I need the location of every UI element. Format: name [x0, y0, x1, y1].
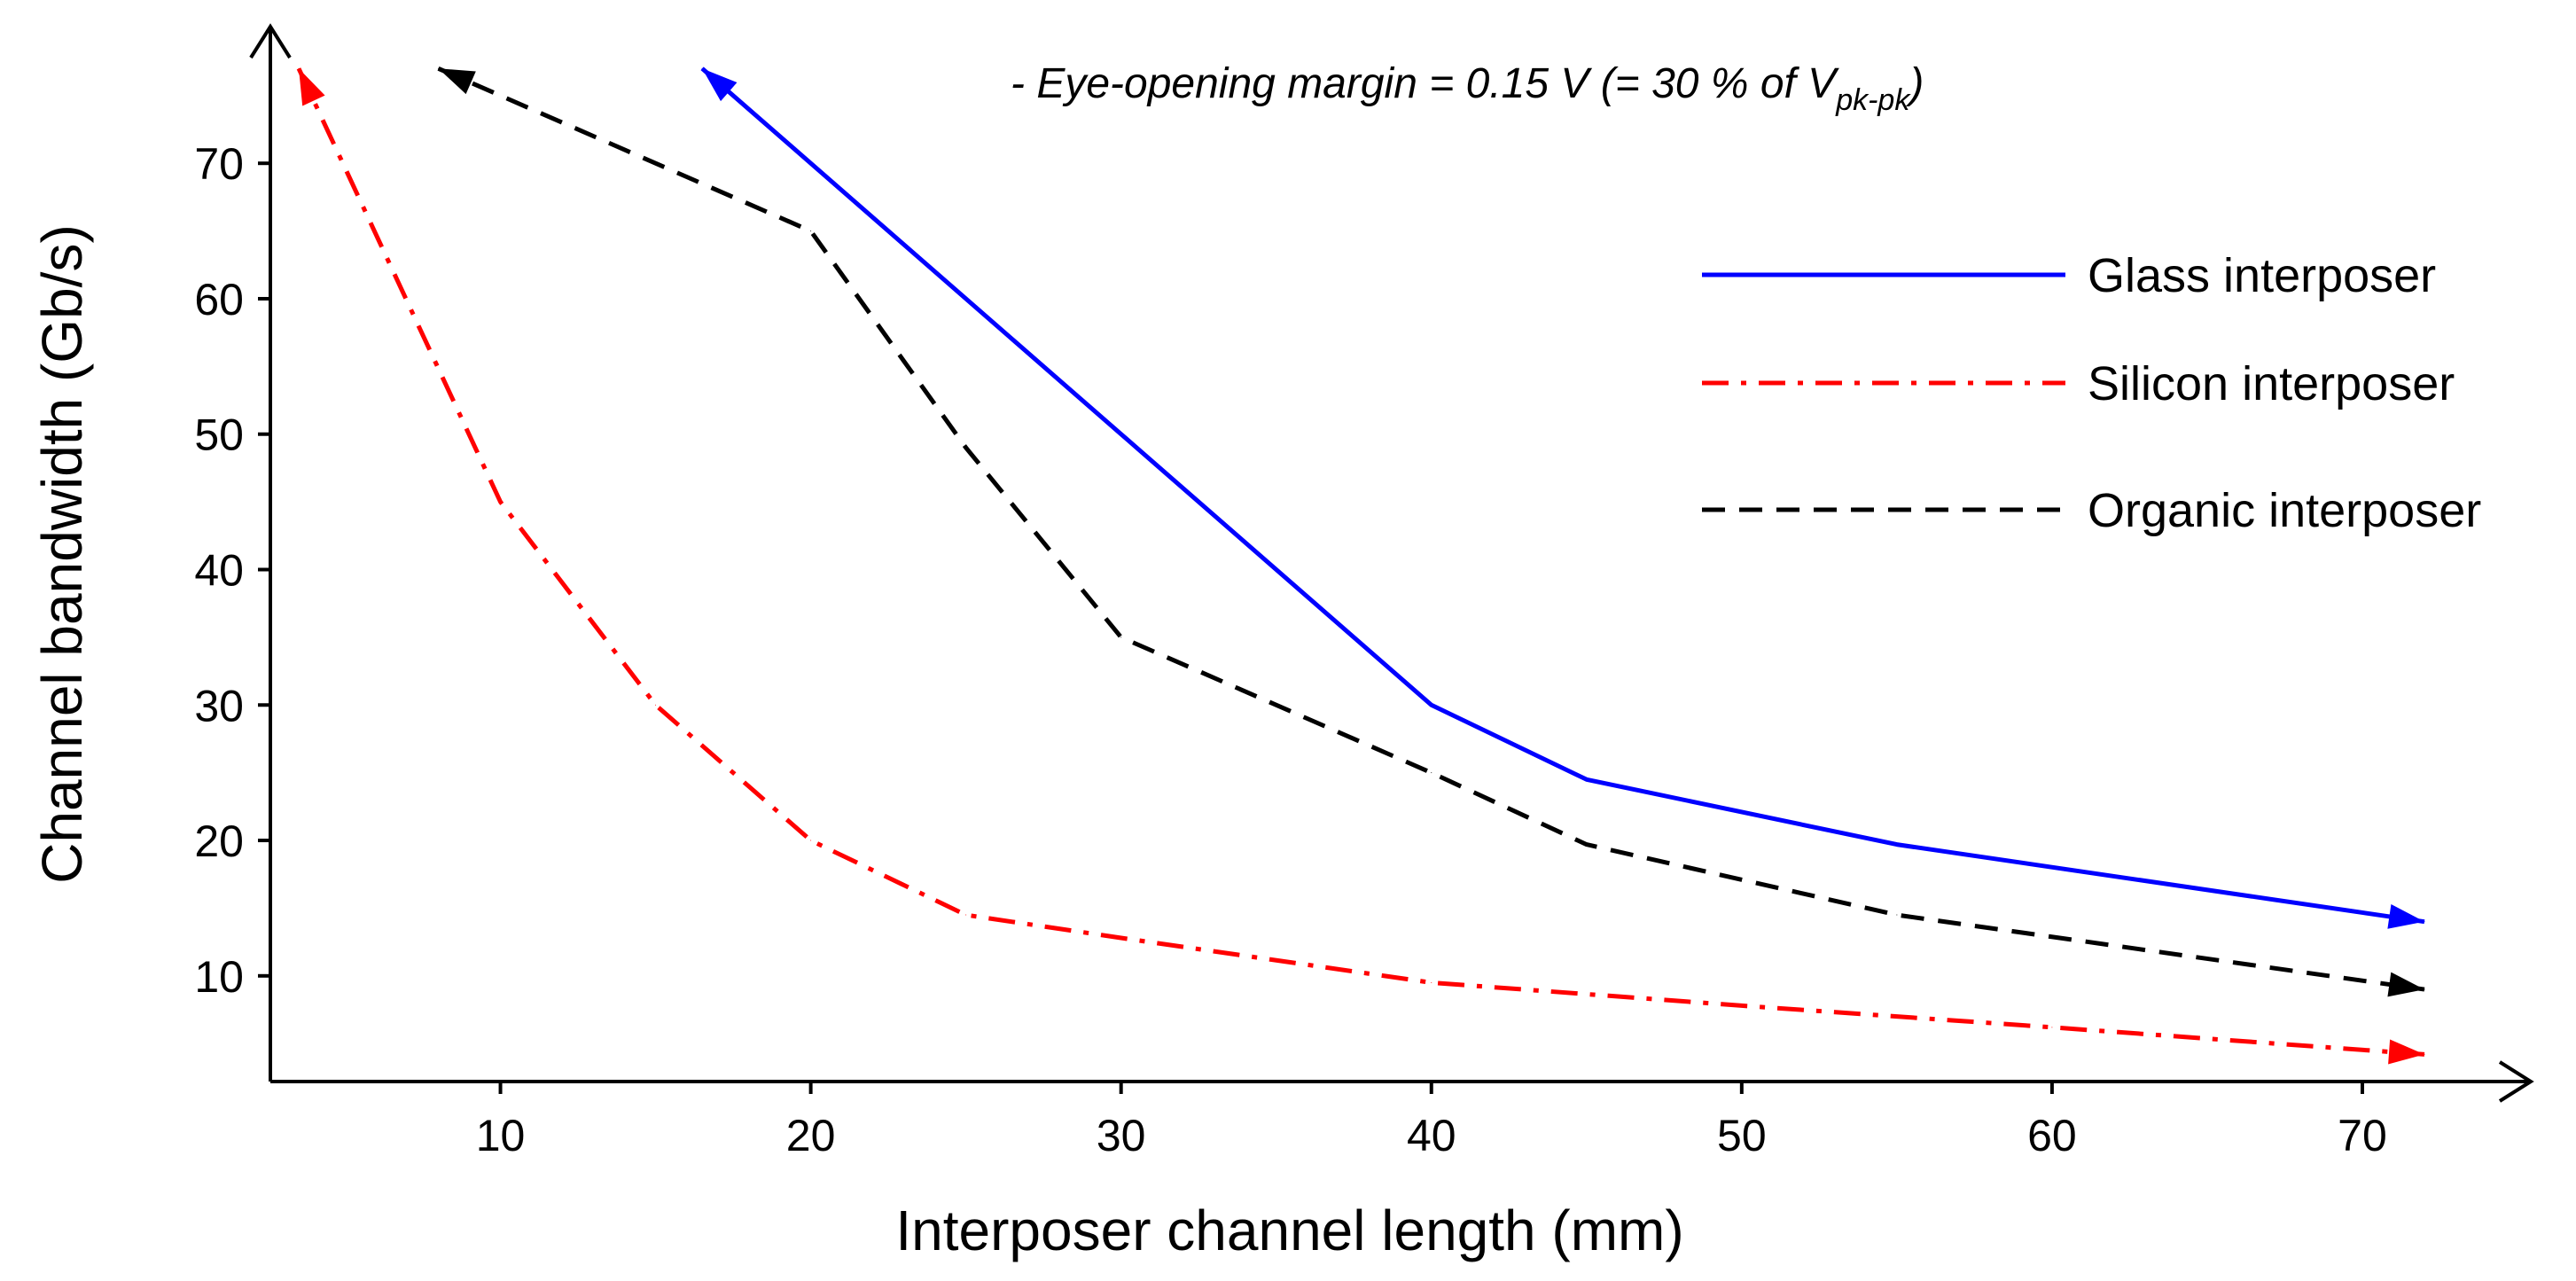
y-tick-label: 60 [194, 275, 244, 324]
legend-label: Glass interposer [2088, 249, 2436, 302]
data-point [655, 704, 657, 706]
series-arrow-start [438, 68, 476, 95]
y-tick-label: 30 [194, 681, 244, 730]
legend-item-silicon-interposer: Silicon interposer [1702, 357, 2455, 410]
legend-item-glass-interposer: Glass interposer [1702, 249, 2436, 302]
series-glass-interposer [700, 66, 2425, 929]
data-point [1586, 778, 1588, 780]
series-arrow-end [2388, 1039, 2424, 1065]
annotation-subscript: pk-pk [1835, 83, 1911, 117]
series-arrow-end [2387, 972, 2424, 997]
series-line-glass-interposer [700, 66, 2425, 925]
x-ticks: 10 20 30 40 50 60 70 [476, 1082, 2387, 1160]
x-tick-label: 20 [786, 1111, 836, 1160]
y-ticks: 10 20 30 40 50 60 70 [194, 139, 270, 1002]
x-axis-title: Interposer channel length (mm) [895, 1199, 1683, 1262]
series-layer [296, 66, 2425, 1065]
x-tick-label: 10 [476, 1111, 526, 1160]
series-silicon-interposer [296, 67, 2425, 1065]
data-point [1431, 704, 1432, 706]
series-organic-interposer [437, 66, 2425, 997]
series-arrow-start [702, 68, 738, 102]
data-point [810, 230, 812, 232]
y-tick-label: 70 [194, 139, 244, 189]
series-line-silicon-interposer [296, 67, 2425, 1057]
x-axis-arrow [2498, 1060, 2534, 1103]
data-point [1896, 914, 1898, 916]
x-tick-label: 50 [1717, 1111, 1767, 1160]
legend: Glass interposer Silicon interposer Organi… [1702, 249, 2481, 537]
y-tick-label: 50 [194, 410, 244, 460]
legend-label: Silicon interposer [2088, 357, 2455, 410]
y-axis-title: Channel bandwidth (Gb/s) [30, 224, 94, 884]
plot-area: 10 20 30 40 50 60 70 10 20 30 40 50 60 70 [194, 23, 2534, 1160]
y-tick-label: 40 [194, 546, 244, 596]
data-point [965, 914, 967, 916]
legend-label: Organic interposer [2088, 484, 2481, 537]
x-tick-label: 40 [1407, 1111, 1456, 1160]
x-tick-label: 70 [2338, 1111, 2387, 1160]
data-point [1896, 844, 1898, 846]
data-point [1741, 1004, 1743, 1006]
eye-opening-annotation: - Eye-opening margin = 0.15 V (= 30 % of… [1011, 60, 1924, 117]
data-point [1586, 844, 1588, 846]
y-tick-label: 10 [194, 952, 244, 1002]
data-point [1120, 937, 1122, 939]
series-line-organic-interposer [437, 66, 2425, 992]
annotation-prefix: - Eye-opening margin = 0.15 V (= 30 % of… [1011, 60, 1839, 107]
legend-item-organic-interposer: Organic interposer [1702, 484, 2481, 537]
data-point [500, 501, 502, 503]
data-point [1431, 981, 1432, 983]
data-point [965, 447, 967, 449]
x-tick-label: 30 [1097, 1111, 1146, 1160]
y-axis-arrow [249, 23, 292, 59]
series-arrow-end [2387, 904, 2424, 929]
x-tick-label: 60 [2027, 1111, 2077, 1160]
series-arrow-start [299, 68, 325, 106]
y-tick-label: 20 [194, 816, 244, 866]
data-point [810, 840, 812, 841]
data-point [1431, 772, 1432, 774]
annotation-suffix: ) [1905, 60, 1924, 107]
